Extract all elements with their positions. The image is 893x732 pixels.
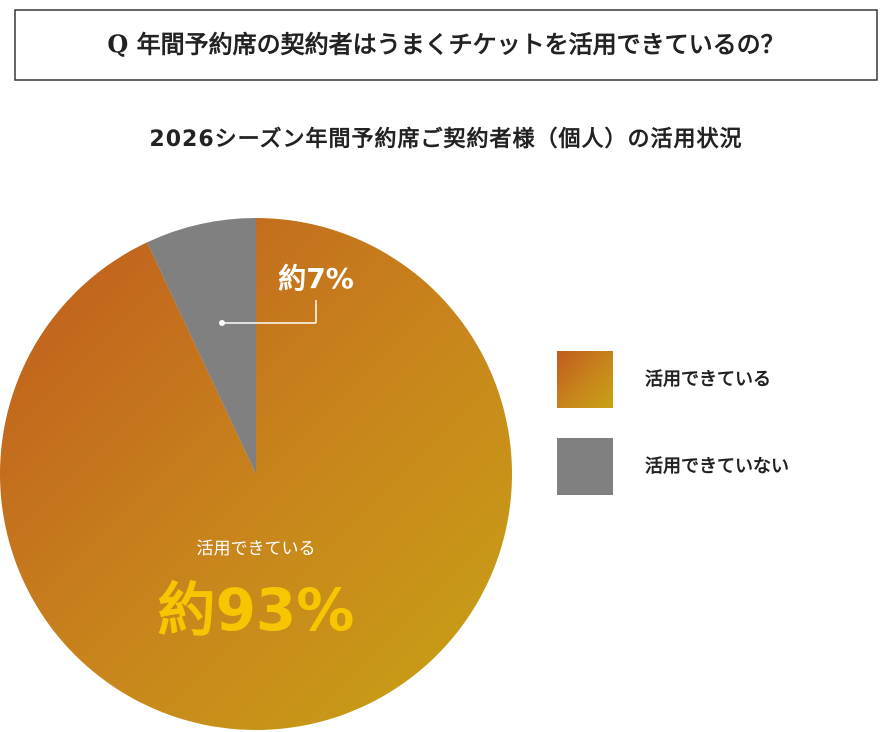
legend-label: 活用できていない: [645, 455, 789, 477]
legend-swatch: [557, 351, 613, 408]
slice-category-label: 活用できている: [197, 539, 316, 559]
leader-dot: [219, 320, 225, 326]
legend-swatch: [557, 438, 613, 495]
slice-value-label: 約7%: [278, 262, 354, 295]
question-box: [14, 9, 878, 81]
pie-slice: [0, 218, 512, 730]
pie-slice: [147, 218, 256, 474]
slice-value-label: 約93%: [158, 576, 355, 644]
question: Q 年間予約席の契約者はうまくチケットを活用できているの？: [107, 30, 784, 59]
chart-title: 2026シーズン年間予約席ご契約者様（個人）の活用状況: [149, 126, 742, 152]
legend-label: 活用できている: [645, 368, 771, 390]
